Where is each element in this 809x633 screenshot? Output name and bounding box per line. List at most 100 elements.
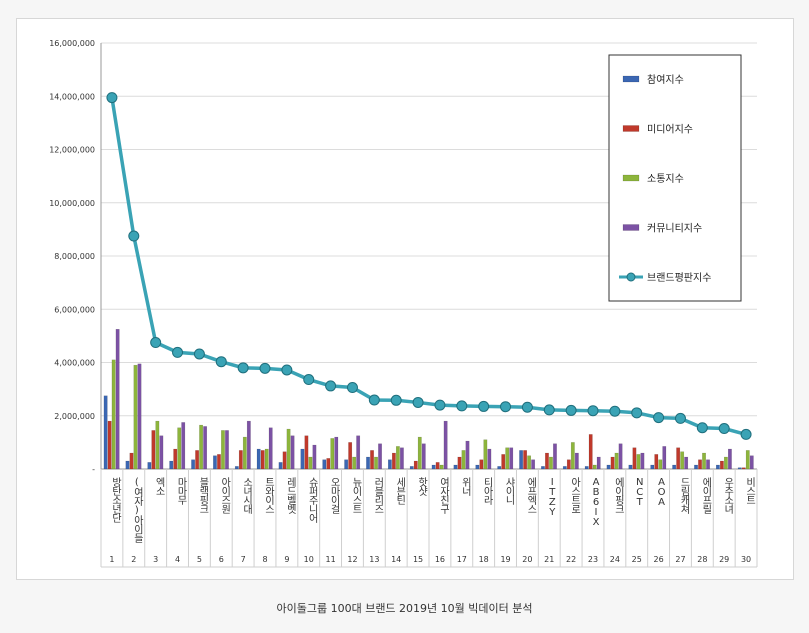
category-label: 오마이걸 (328, 477, 340, 514)
bar-미디어지수-15 (413, 460, 418, 470)
bar-참여지수-8 (256, 448, 261, 470)
point-브랜드평판지수-12 (346, 382, 358, 394)
category-label: 에프엑스 (525, 477, 537, 513)
legend-swatch (622, 125, 640, 132)
y-tick-label: 12,000,000 (49, 146, 95, 155)
bar-소통지수-6 (221, 430, 225, 470)
bar-소통지수-24 (614, 452, 619, 470)
point-브랜드평판지수-15 (412, 396, 424, 408)
bar-소통지수-27 (680, 451, 685, 470)
bar-커뮤니티지수-17 (465, 440, 470, 470)
bar-참여지수-9 (278, 462, 283, 470)
rank-label: 19 (500, 555, 510, 564)
bar-소통지수-13 (374, 456, 378, 470)
rank-label: 15 (413, 555, 423, 564)
bar-커뮤니티지수-26 (662, 446, 667, 470)
bar-미디어지수-17 (457, 456, 462, 470)
point-브랜드평판지수-19 (500, 401, 512, 413)
point-브랜드평판지수-25 (631, 407, 643, 419)
bar-소통지수-30 (745, 450, 750, 470)
x-axis-labels: 방탄소년단 1 (여자)아이들 2 엑소 3 마마무 4 블랙핑크 5 아이즈원 6 소녀시대 7 트와이스… (109, 476, 755, 564)
rank-label: 17 (457, 555, 467, 564)
point-브랜드평판지수-3 (150, 337, 162, 349)
point-브랜드평판지수-23 (587, 405, 599, 417)
category-label: 방탄소년단 (109, 477, 121, 523)
bar-커뮤니티지수-18 (487, 448, 492, 470)
bar-소통지수-7 (242, 436, 247, 470)
bar-참여지수-20 (519, 450, 523, 470)
bar-참여지수-5 (191, 459, 195, 470)
bar-참여지수-1 (103, 395, 108, 470)
bar-소통지수-12 (352, 456, 357, 470)
bar-커뮤니티지수-1 (115, 329, 120, 470)
bar-소통지수-2 (133, 364, 138, 470)
rank-label: 20 (522, 555, 532, 564)
bar-참여지수-25 (628, 464, 633, 470)
bar-커뮤니티지수-9 (290, 435, 295, 470)
bar-미디어지수-11 (326, 458, 331, 470)
bar-참여지수-24 (606, 464, 611, 470)
bar-미디어지수-25 (632, 447, 637, 470)
bar-커뮤니티지수-29 (728, 448, 732, 470)
rank-label: 28 (697, 555, 707, 564)
category-label: 에이핑크 (612, 477, 624, 513)
bar-참여지수-19 (497, 466, 502, 470)
legend-swatch-marker (626, 272, 636, 282)
point-브랜드평판지수-10 (303, 374, 315, 386)
category-label: 우주소녀 (722, 477, 734, 515)
point-브랜드평판지수-14 (390, 394, 402, 406)
point-브랜드평판지수-27 (674, 412, 686, 424)
point-브랜드평판지수-29 (718, 423, 730, 435)
category-label: ITZY (547, 477, 558, 517)
point-브랜드평판지수-17 (456, 400, 468, 412)
category-label: 핫샷 (416, 477, 428, 496)
point-브랜드평판지수-28 (696, 422, 708, 434)
bar-미디어지수-18 (479, 459, 484, 470)
point-브랜드평판지수-8 (259, 362, 271, 374)
category-label: 아스트로 (569, 477, 581, 513)
bar-참여지수-12 (344, 459, 349, 470)
bar-소통지수-22 (570, 442, 575, 470)
bar-커뮤니티지수-25 (640, 452, 645, 470)
rank-label: 11 (326, 555, 336, 564)
point-브랜드평판지수-20 (521, 401, 533, 413)
bar-참여지수-6 (213, 455, 217, 470)
bar-layer (103, 329, 754, 470)
bar-커뮤니티지수-7 (246, 420, 251, 470)
rank-label: 9 (284, 555, 289, 564)
bar-미디어지수-13 (370, 450, 374, 470)
chart-svg: - 2,000,000 4,000,000 6,000,000 8,000,000 10,… (49, 39, 758, 568)
bar-커뮤니티지수-13 (378, 443, 382, 470)
bar-미디어지수-28 (698, 459, 702, 470)
point-브랜드평판지수-1 (106, 92, 118, 104)
legend-label: 참여지수 (647, 74, 684, 86)
bar-미디어지수-12 (348, 442, 353, 470)
grid-layer (100, 42, 758, 568)
rank-label: 5 (197, 555, 202, 564)
bar-커뮤니티지수-23 (596, 456, 601, 470)
category-label: 마마무 (175, 477, 187, 506)
category-label: 아이즈원 (219, 477, 231, 514)
bar-참여지수-17 (453, 464, 458, 470)
bar-소통지수-8 (264, 448, 269, 470)
bar-소통지수-16 (439, 464, 444, 470)
bar-참여지수-22 (562, 466, 567, 470)
bar-소통지수-19 (505, 447, 510, 470)
bar-커뮤니티지수-4 (181, 422, 186, 470)
chart-caption: 아이돌그룹 100대 브랜드 2019년 10월 빅데이터 분석 (276, 602, 533, 615)
bar-미디어지수-5 (195, 450, 199, 470)
category-label: 샤이니 (503, 477, 515, 506)
rank-label: 29 (719, 555, 729, 564)
bar-미디어지수-8 (260, 450, 265, 470)
bar-소통지수-11 (330, 438, 335, 470)
bar-커뮤니티지수-5 (203, 426, 207, 470)
bar-소통지수-14 (396, 446, 400, 470)
bar-미디어지수-24 (610, 456, 615, 470)
bar-미디어지수-26 (654, 454, 659, 470)
category-label: 세븐틴 (394, 477, 406, 505)
category-label: 티아라 (481, 477, 493, 506)
point-브랜드평판지수-26 (653, 412, 665, 424)
category-label: 위너 (459, 476, 471, 497)
bar-미디어지수-2 (129, 452, 134, 470)
